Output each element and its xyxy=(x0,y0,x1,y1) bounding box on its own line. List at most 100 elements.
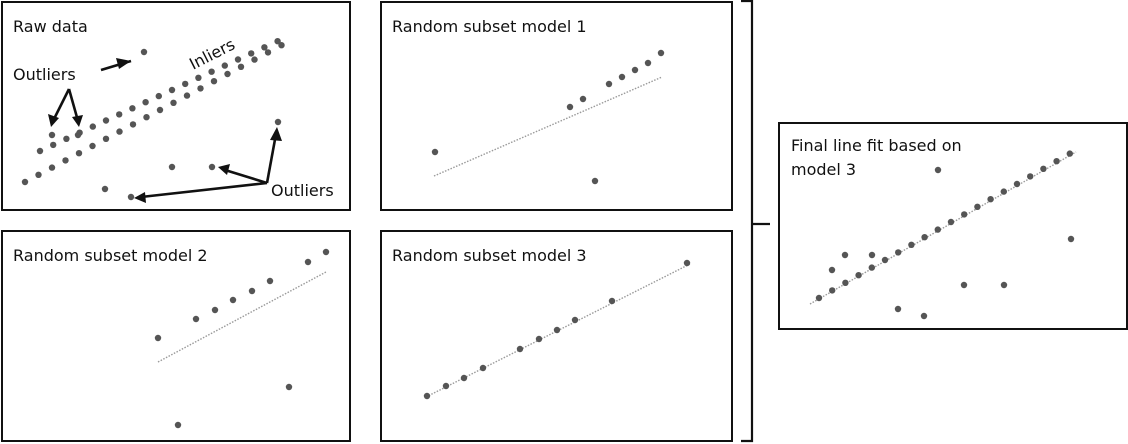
raw-data-point xyxy=(89,142,96,150)
model3-point xyxy=(423,392,431,400)
raw-data-point xyxy=(142,99,149,106)
model3-point xyxy=(442,382,450,390)
final-fit-point xyxy=(960,281,968,289)
final-fit-point xyxy=(855,272,862,279)
final-fit-point xyxy=(1040,165,1047,172)
raw-data-point xyxy=(140,48,148,56)
final-fit-point xyxy=(815,294,823,302)
final-fit-point xyxy=(842,279,849,286)
model3-point xyxy=(571,316,579,324)
model1-panel: Random subset model 1 xyxy=(380,1,733,211)
raw-data-point xyxy=(156,106,164,114)
model1-point xyxy=(618,73,626,81)
raw-data-point xyxy=(197,85,204,92)
model3-point xyxy=(683,259,691,267)
final-fit-point xyxy=(1000,188,1007,195)
model2-point xyxy=(266,277,274,285)
final-fit-point xyxy=(934,166,942,174)
model2-point xyxy=(192,315,200,323)
raw-data-point xyxy=(36,147,44,155)
model2-point xyxy=(285,383,293,391)
raw-data-point xyxy=(168,163,176,171)
final-title-line2: model 3 xyxy=(791,160,856,179)
raw-data-point xyxy=(62,157,69,164)
raw-data-point xyxy=(48,131,56,139)
raw-data-point xyxy=(89,123,97,130)
outliers-label-left: Outliers xyxy=(13,65,76,84)
model3-point xyxy=(535,335,543,343)
raw-data-point xyxy=(75,150,83,157)
model1-title: Random subset model 1 xyxy=(392,17,587,36)
model1-point xyxy=(657,49,665,57)
model3-title: Random subset model 3 xyxy=(392,246,587,265)
raw-data-point xyxy=(102,117,110,124)
model1-point xyxy=(644,59,652,67)
final-fit-point xyxy=(1027,173,1034,180)
final-fit-point xyxy=(1067,235,1075,243)
raw-data-point xyxy=(248,50,255,57)
final-fit-point xyxy=(868,251,876,259)
raw-data-plot: Inliers Outliers Outliers xyxy=(13,35,334,203)
raw-data-point xyxy=(116,128,123,135)
final-fit-point xyxy=(974,203,981,210)
raw-data-point xyxy=(63,135,70,142)
raw-data-point xyxy=(170,99,177,107)
final-fit-point xyxy=(921,234,928,241)
final-fit-point xyxy=(894,305,902,313)
raw-data-point xyxy=(274,118,282,126)
model2-point xyxy=(154,334,162,342)
model3-point xyxy=(608,297,616,305)
final-fit-point xyxy=(868,264,875,271)
model1-point xyxy=(431,148,439,156)
final-fit-point xyxy=(828,266,836,274)
model1-fit-line xyxy=(433,76,663,177)
raw-data-point xyxy=(102,135,110,142)
final-fit-point xyxy=(961,211,968,218)
model2-point xyxy=(322,248,330,256)
raw-data-point xyxy=(183,92,191,99)
final-fit-point xyxy=(920,312,928,320)
raw-data-point xyxy=(50,141,57,149)
raw-data-point xyxy=(182,80,189,88)
raw-data-point xyxy=(101,185,109,193)
model3-point xyxy=(479,364,487,372)
final-fit-point xyxy=(895,249,902,256)
raw-data-point xyxy=(278,42,285,49)
raw-data-point xyxy=(74,131,82,139)
raw-data-point xyxy=(274,38,281,45)
raw-data-point xyxy=(168,86,176,94)
model3-plot xyxy=(423,259,691,400)
raw-data-point xyxy=(251,56,258,63)
model1-plot xyxy=(431,49,665,185)
model1-point xyxy=(631,66,639,74)
model2-point xyxy=(248,287,256,295)
raw-data-point xyxy=(21,178,29,186)
model1-point xyxy=(605,80,613,88)
raw-data-title: Raw data xyxy=(13,17,88,36)
outliers-label-right: Outliers xyxy=(271,181,334,200)
model3-point xyxy=(460,374,468,382)
raw-data-point xyxy=(234,56,242,63)
model1-point xyxy=(579,95,587,103)
model2-point xyxy=(304,258,312,266)
model2-point xyxy=(229,296,237,304)
model3-panel: Random subset model 3 xyxy=(380,230,733,442)
raw-data-point xyxy=(264,49,272,56)
raw-data-point xyxy=(261,44,268,51)
raw-data-point xyxy=(224,70,231,78)
final-fit-point xyxy=(1000,281,1008,289)
final-fit-point xyxy=(987,196,994,203)
final-title-line1: Final line fit based on xyxy=(791,136,962,155)
final-fit-point xyxy=(1066,150,1073,157)
final-fit-point xyxy=(947,218,955,226)
raw-data-point xyxy=(143,114,150,121)
model2-plot xyxy=(154,248,330,429)
model1-point xyxy=(566,103,574,111)
raw-data-point xyxy=(237,63,245,70)
raw-data-point xyxy=(35,171,42,178)
model3-point xyxy=(516,345,524,353)
model2-point xyxy=(174,421,182,429)
raw-data-point xyxy=(129,121,137,128)
raw-data-point xyxy=(210,78,218,85)
outlier-arrows xyxy=(48,58,282,203)
